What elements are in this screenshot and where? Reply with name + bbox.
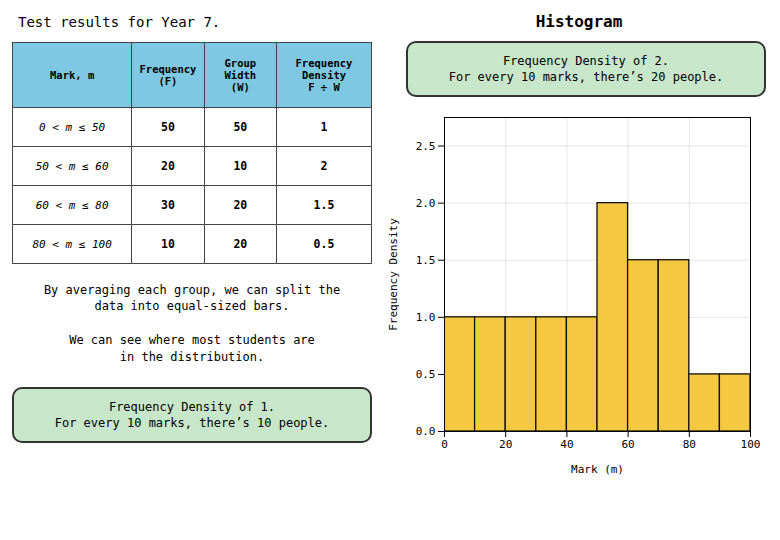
html-text:20: 20 — [161, 159, 175, 173]
html-text:Frequency Density F ÷ W: Frequency Density F ÷ W — [295, 57, 353, 93]
svg-text:20: 20 — [499, 439, 512, 452]
svg-text:0: 0 — [441, 439, 448, 452]
html-text:0 < m ≤ 50: 0 < m ≤ 50 — [39, 120, 106, 134]
html-text:Frequency (F): Frequency (F) — [139, 63, 197, 87]
svg-text:80: 80 — [683, 439, 696, 452]
svg-text:60: 60 — [621, 439, 634, 452]
html-text:80 < m ≤ 100: 80 < m ≤ 100 — [32, 237, 112, 251]
html-text:0.5: 0.5 — [313, 237, 335, 251]
html-text:30: 30 — [161, 198, 175, 212]
svg-text:2.5: 2.5 — [416, 140, 436, 153]
html-text:Test results for Year 7.: Test results for Year 7. — [18, 14, 221, 30]
svg-text:0.0: 0.0 — [416, 425, 436, 438]
html-text:1.5: 1.5 — [313, 198, 335, 212]
html-text:Histogram: Histogram — [535, 12, 623, 31]
svg-text:1.5: 1.5 — [416, 254, 436, 267]
svg-text:2.0: 2.0 — [416, 197, 436, 210]
html-text:We can see where most students: We can see where most students are in th… — [69, 333, 315, 364]
html-text:50 < m ≤ 60: 50 < m ≤ 60 — [35, 159, 109, 173]
svg-text:40: 40 — [560, 439, 573, 452]
html-text:60 < m ≤ 80: 60 < m ≤ 80 — [35, 198, 109, 212]
html-text:Mark, m: Mark, m — [50, 69, 95, 81]
svg-text:100: 100 — [741, 439, 761, 452]
html-text:Group Width (W): Group Width (W) — [224, 57, 257, 93]
html-text:50: 50 — [233, 120, 248, 134]
svg-text:1.0: 1.0 — [416, 311, 436, 324]
html-text:50: 50 — [161, 120, 175, 134]
svg-text:Frequency Density: Frequency Density — [387, 218, 400, 331]
html-text:Frequency Density of 2. For ev: Frequency Density of 2. For every 10 mar… — [448, 54, 724, 85]
html-text:Frequency Density of 1. For ev: Frequency Density of 1. For every 10 mar… — [54, 399, 330, 430]
html-text:10: 10 — [161, 237, 175, 251]
html-text:By averaging each group, we ca: By averaging each group, we can split th… — [43, 283, 341, 314]
svg-text:0.5: 0.5 — [416, 368, 436, 381]
html-text:1: 1 — [320, 120, 328, 134]
html-text:10: 10 — [233, 159, 248, 173]
svg-text:Mark (m): Mark (m) — [571, 463, 624, 476]
html-text:2: 2 — [320, 159, 328, 173]
html-text:20: 20 — [233, 237, 248, 251]
html-text:20: 20 — [233, 198, 248, 212]
